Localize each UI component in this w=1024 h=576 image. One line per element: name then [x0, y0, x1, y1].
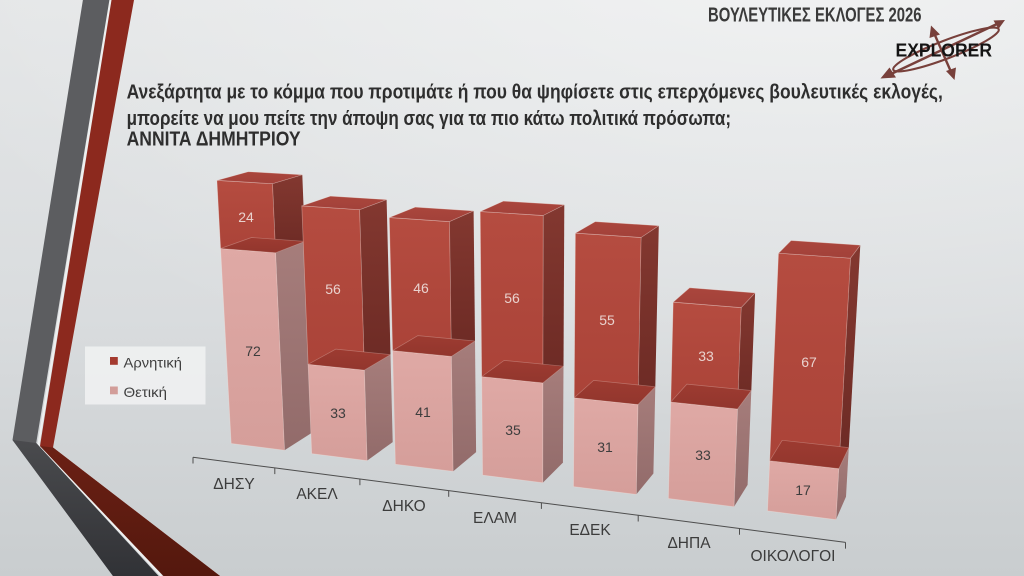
svg-text:ΕΛΑΜ: ΕΛΑΜ [473, 510, 517, 527]
svg-text:Θετική: Θετική [124, 385, 168, 400]
svg-text:55: 55 [599, 312, 615, 328]
svg-text:ΒΟΥΛΕΥΤΙΚΕΣ ΕΚΛΟΓΕΣ 2026: ΒΟΥΛΕΥΤΙΚΕΣ ΕΚΛΟΓΕΣ 2026 [708, 4, 922, 26]
svg-text:17: 17 [795, 482, 811, 498]
svg-text:31: 31 [597, 439, 613, 455]
svg-text:ΑΝΝΙΤΑ ΔΗΜΗΤΡΙΟΥ: ΑΝΝΙΤΑ ΔΗΜΗΤΡΙΟΥ [127, 128, 302, 150]
svg-text:Ανεξάρτητα με το κόμμα που προ: Ανεξάρτητα με το κόμμα που προτιμάτε ή π… [127, 82, 943, 104]
svg-text:EXPLORER: EXPLORER [896, 40, 993, 61]
svg-text:56: 56 [504, 290, 520, 306]
svg-text:Αρνητική: Αρνητική [124, 355, 183, 370]
svg-text:46: 46 [413, 280, 429, 296]
svg-text:24: 24 [238, 209, 254, 225]
svg-text:67: 67 [801, 354, 817, 370]
svg-text:33: 33 [330, 405, 346, 421]
svg-text:41: 41 [415, 404, 431, 420]
svg-text:ΔΗΠΑ: ΔΗΠΑ [667, 535, 711, 552]
svg-text:33: 33 [695, 447, 711, 463]
svg-text:μπορείτε να μου πείτε την άποψ: μπορείτε να μου πείτε την άποψη σας για … [127, 108, 731, 130]
svg-text:35: 35 [505, 422, 521, 438]
svg-text:ΕΔΕΚ: ΕΔΕΚ [569, 522, 611, 539]
svg-text:72: 72 [245, 343, 261, 359]
svg-text:56: 56 [325, 281, 341, 297]
svg-text:ΟΙΚΟΛΟΓΟΙ: ΟΙΚΟΛΟΓΟΙ [751, 548, 836, 565]
svg-text:ΔΗΣΥ: ΔΗΣΥ [213, 476, 254, 493]
svg-text:33: 33 [698, 348, 714, 364]
svg-text:ΑΚΕΛ: ΑΚΕΛ [296, 486, 338, 503]
svg-text:ΔΗΚΟ: ΔΗΚΟ [382, 498, 425, 515]
